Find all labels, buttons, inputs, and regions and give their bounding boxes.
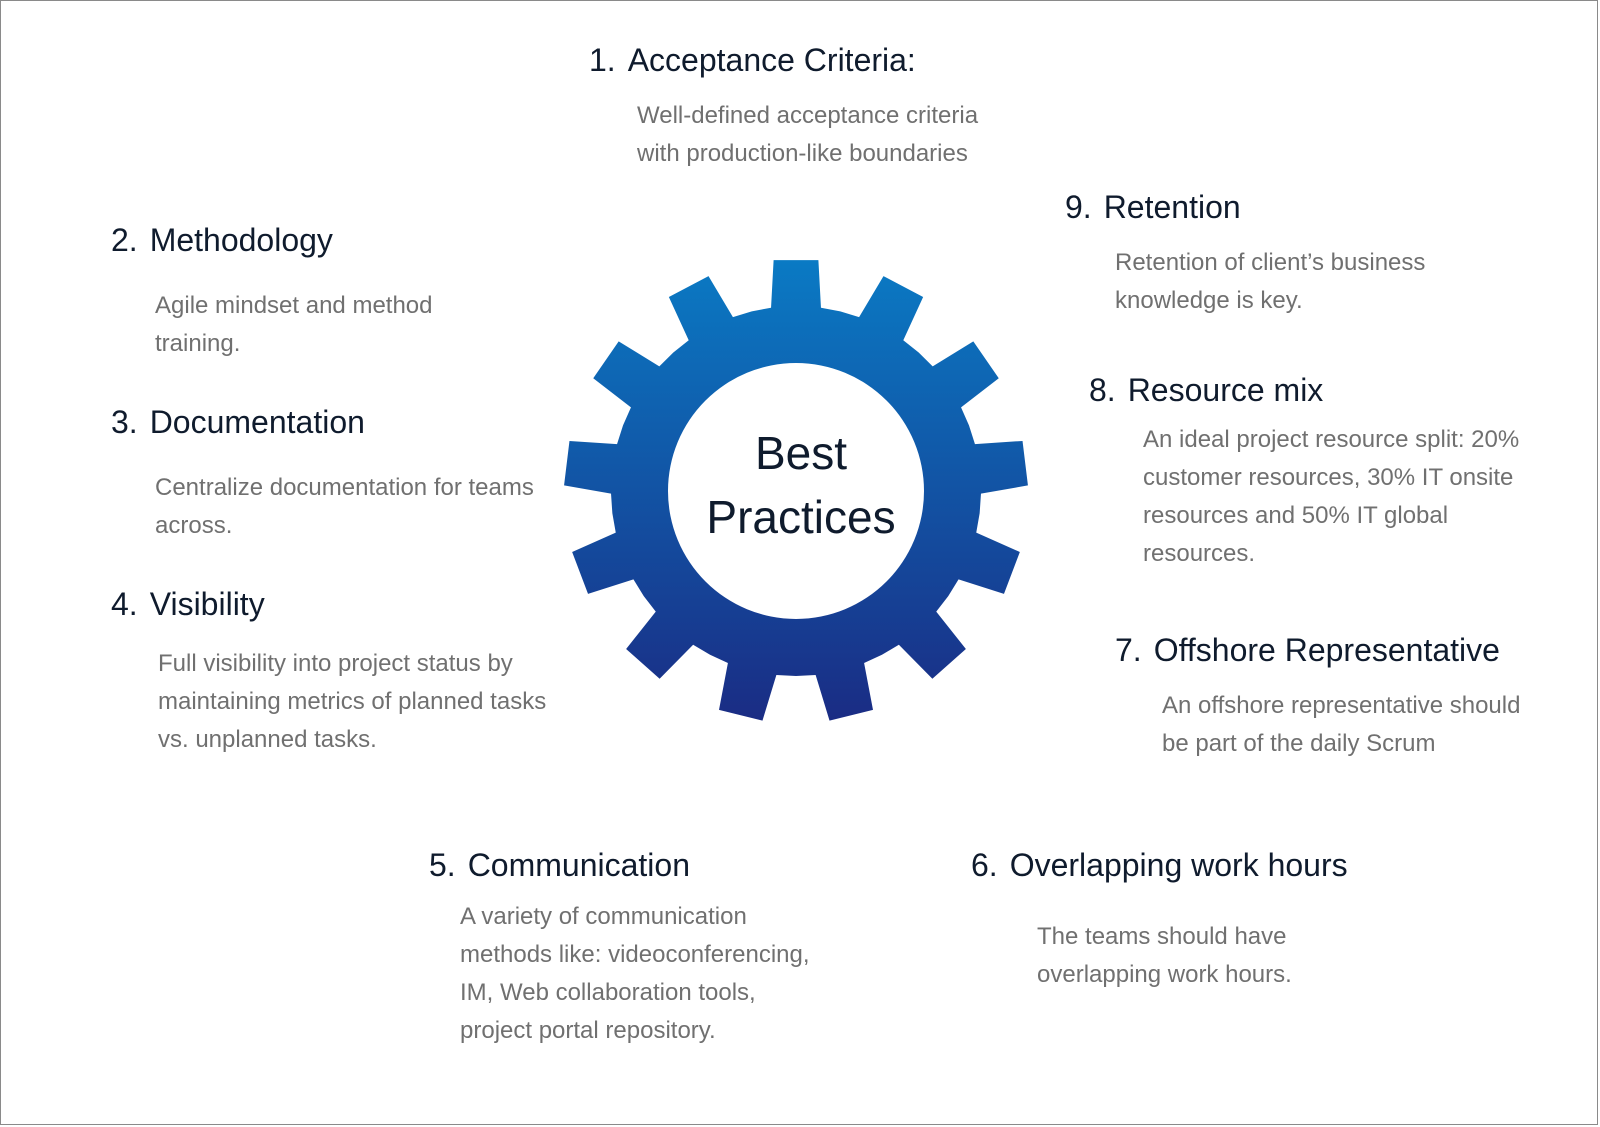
practice-title: Documentation [149, 404, 365, 440]
practice-description: Centralize documentation for teams acros… [155, 474, 534, 539]
center-title-line1: Best [754, 427, 848, 479]
practice-communication: 5. Communication A variety of communicati… [429, 846, 820, 1050]
practice-number: 7. [1115, 632, 1142, 668]
gear-shape [564, 260, 1028, 721]
practice-heading: 1. Acceptance Criteria: [589, 41, 1017, 79]
center-title-line2: Practices [706, 491, 896, 543]
practice-offshore-representative: 7. Offshore Representative An offshore re… [1115, 631, 1522, 763]
practice-heading: 4. Visibility [111, 585, 548, 623]
practice-description: Well-defined acceptance criteria with pr… [637, 102, 979, 167]
practice-title: Visibility [149, 586, 265, 622]
practice-heading: 6. Overlapping work hours [971, 846, 1357, 884]
practice-acceptance-criteria: 1. Acceptance Criteria: Well-defined acce… [589, 41, 1017, 173]
practice-number: 5. [429, 847, 456, 883]
practice-number: 6. [971, 847, 998, 883]
practice-title: Offshore Representative [1153, 632, 1500, 668]
practice-description: Retention of client’s business knowledge… [1115, 249, 1426, 314]
practice-description: An offshore representative should be par… [1162, 692, 1521, 757]
practice-title: Methodology [149, 222, 333, 258]
practice-resource-mix: 8. Resource mix An ideal project resource… [1089, 371, 1553, 573]
practice-overlapping-work-hours: 6. Overlapping work hours The teams shoul… [971, 846, 1357, 994]
practice-documentation: 3. Documentation Centralize documentation… [111, 403, 535, 545]
practice-methodology: 2. Methodology Agile mindset and method t… [111, 221, 515, 363]
practice-retention: 9. Retention Retention of client’s busine… [1065, 188, 1495, 320]
practice-description: An ideal project resource split: 20% cus… [1143, 426, 1520, 567]
practice-visibility: 4. Visibility Full visibility into projec… [111, 585, 548, 759]
practice-number: 9. [1065, 189, 1092, 225]
practice-number: 4. [111, 586, 138, 622]
practice-title: Acceptance Criteria: [627, 42, 916, 78]
practice-description: The teams should have overlapping work h… [1037, 923, 1292, 988]
practice-title: Overlapping work hours [1009, 847, 1348, 883]
practice-title: Communication [467, 847, 690, 883]
practice-number: 3. [111, 404, 138, 440]
practice-heading: 7. Offshore Representative [1115, 631, 1522, 669]
practice-heading: 2. Methodology [111, 221, 515, 259]
practice-heading: 3. Documentation [111, 403, 535, 441]
practice-title: Resource mix [1127, 372, 1324, 408]
practice-heading: 8. Resource mix [1089, 371, 1553, 409]
practice-heading: 9. Retention [1065, 188, 1495, 226]
practice-description: A variety of communication methods like:… [460, 903, 810, 1044]
practice-description: Full visibility into project status by m… [158, 650, 547, 753]
gear-icon [564, 260, 1028, 721]
practice-number: 8. [1089, 372, 1116, 408]
practice-description: Agile mindset and method training. [155, 292, 433, 357]
practice-number: 2. [111, 222, 138, 258]
practice-number: 1. [589, 42, 616, 78]
practice-title: Retention [1103, 189, 1241, 225]
center-title: Best Practices [681, 421, 921, 549]
practice-heading: 5. Communication [429, 846, 820, 884]
